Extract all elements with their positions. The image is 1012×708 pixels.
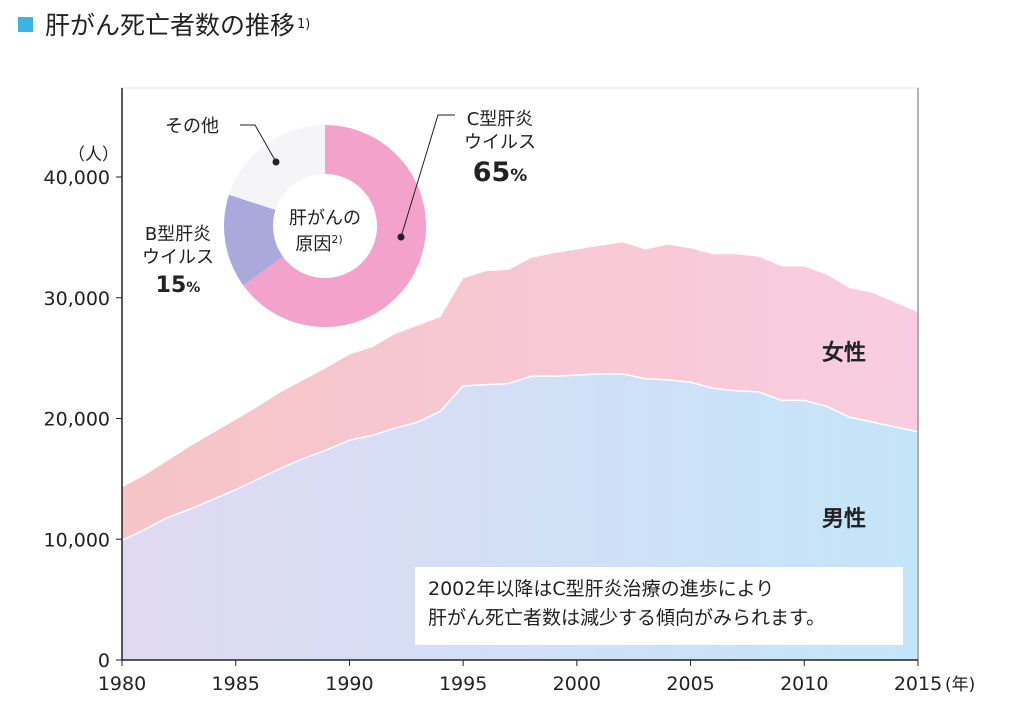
title-marker-icon <box>18 16 33 32</box>
pie-center-label: 原因2) <box>295 233 342 255</box>
x-tick-label: 1980 <box>98 673 146 695</box>
y-tick-label: 0 <box>98 650 110 672</box>
pie-slice <box>224 194 283 286</box>
series-label-women: 女性 <box>822 340 866 366</box>
pie-center-note: 2) <box>331 233 342 246</box>
leader-dot <box>272 158 280 166</box>
pie-slice <box>228 125 325 210</box>
x-tick-label: 2000 <box>553 673 601 695</box>
slice-label-other: その他 <box>165 116 219 137</box>
x-tick-label: 1990 <box>325 673 373 695</box>
title-note: 1) <box>297 16 311 32</box>
annotation-box <box>415 567 903 645</box>
slice-label-c: C型肝炎 <box>467 109 534 130</box>
x-tick-label: 2015 <box>894 673 942 695</box>
annotation-text: 肝がん死亡者数は減少する傾向がみられます。 <box>428 607 825 629</box>
unit: % <box>186 280 200 296</box>
x-axis-label: (年) <box>945 675 975 695</box>
annotation-text: 2002年以降はC型肝炎治療の進歩により <box>428 578 774 600</box>
y-tick-label: 10,000 <box>44 529 110 551</box>
y-tick-label: 30,000 <box>44 288 110 310</box>
slice-label-c: ウイルス <box>464 132 536 153</box>
leader-line-c <box>400 114 455 238</box>
y-tick-label: 20,000 <box>44 409 110 431</box>
title-text: 肝がん死亡者数の推移 <box>45 11 296 40</box>
chart-title: 肝がん死亡者数の推移 1) <box>18 6 310 42</box>
slice-label-b: B型肝炎 <box>145 224 211 245</box>
x-tick-label: 2010 <box>780 673 828 695</box>
series-boundary <box>121 373 919 542</box>
unit: % <box>510 166 527 186</box>
x-tick-label: 1995 <box>439 673 487 695</box>
area-women <box>122 242 918 541</box>
slice-label-b: ウイルス <box>142 247 214 268</box>
pie-center-label: 肝がんの <box>289 208 361 229</box>
leader-dot <box>397 233 405 241</box>
leader-line-other <box>240 124 277 163</box>
y-axis-label: （人） <box>68 145 119 165</box>
pie-slice <box>243 125 426 327</box>
x-tick-label: 1985 <box>212 673 260 695</box>
x-tick-label: 2005 <box>666 673 714 695</box>
series-label-men: 男性 <box>822 507 866 532</box>
y-tick-label: 40,000 <box>44 167 110 189</box>
